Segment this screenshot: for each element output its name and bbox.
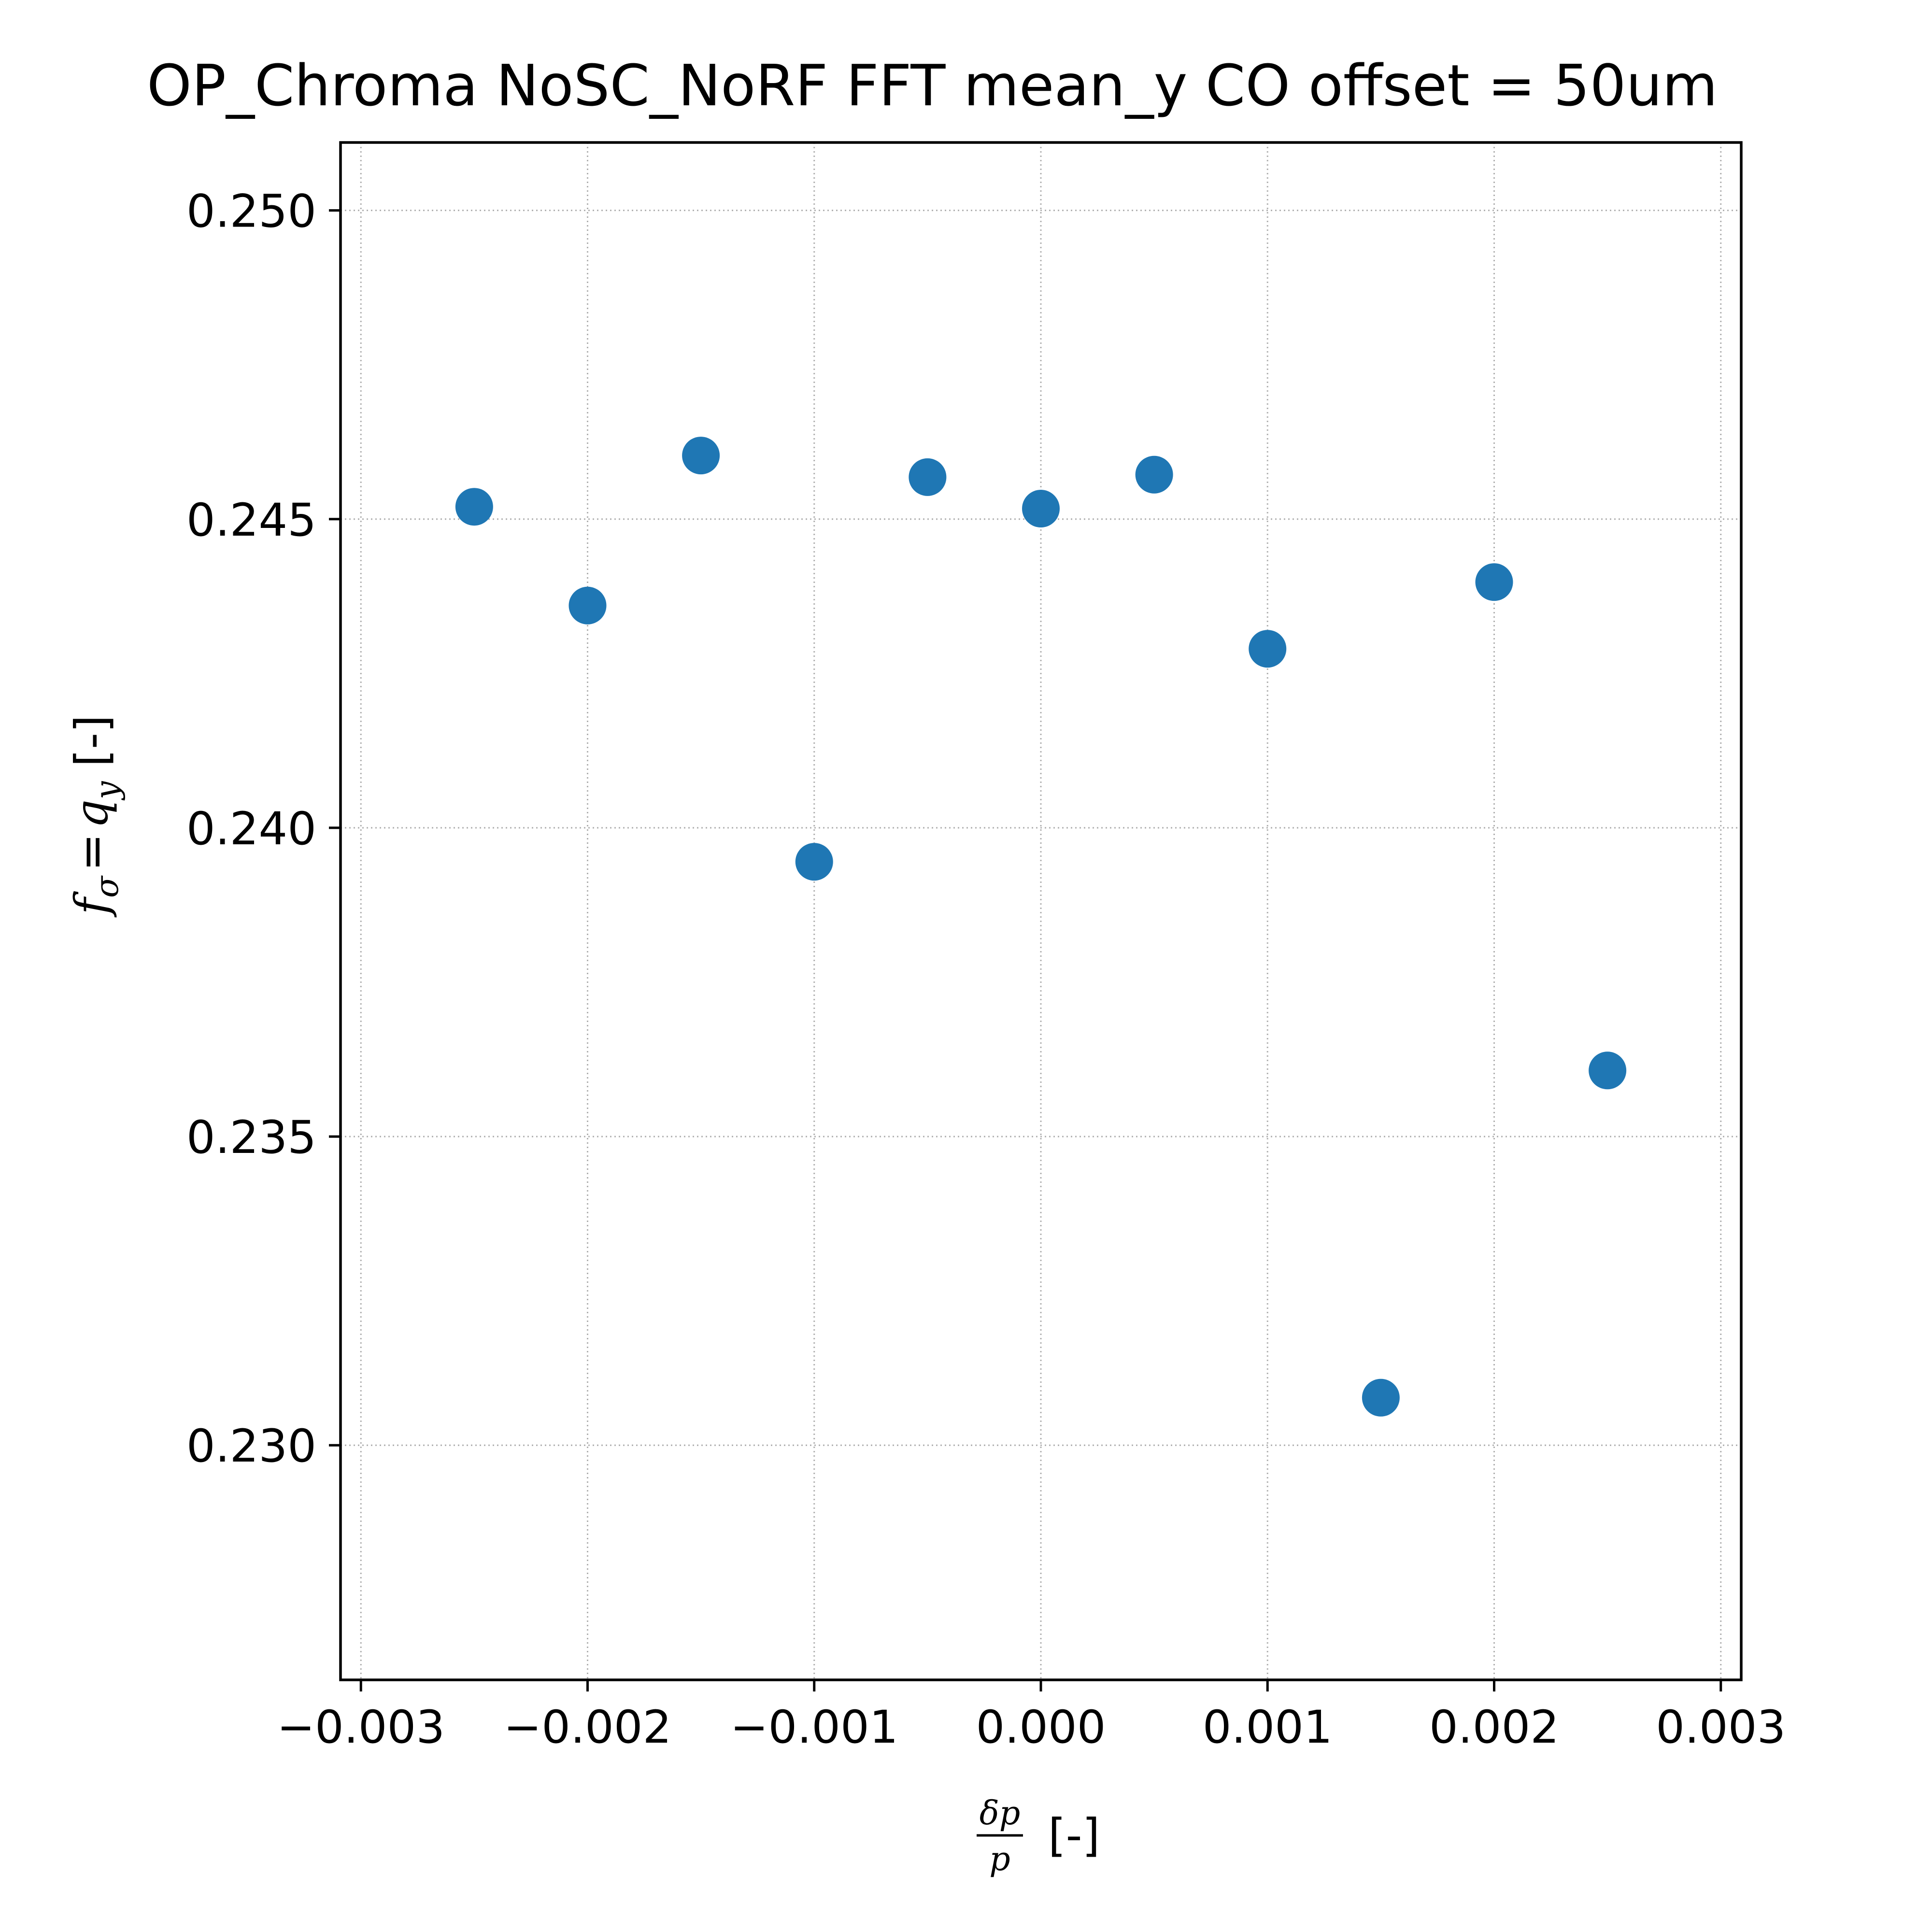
y-label-symbol-sub: σ: [88, 875, 126, 898]
data-point: [1022, 490, 1060, 528]
data-point: [568, 586, 607, 625]
data-point: [1135, 455, 1173, 494]
x-tick-label: −0.002: [504, 1701, 672, 1754]
data-point: [1589, 1051, 1627, 1090]
x-tick-label: −0.001: [730, 1701, 898, 1754]
x-axis-label: δp p [-]: [977, 1794, 1100, 1878]
data-point: [1475, 563, 1513, 601]
x-tick-label: 0.003: [1656, 1701, 1786, 1754]
y-axis-label: fσ=qy[-]: [66, 715, 126, 917]
y-label-equals: =: [66, 833, 118, 871]
y-label-unit: [-]: [66, 715, 118, 767]
y-tick-label: 0.230: [186, 1420, 316, 1473]
y-label-text: fσ=qy[-]: [66, 715, 126, 917]
data-point: [795, 843, 833, 881]
data-point: [682, 437, 720, 475]
y-tick-label: 0.250: [186, 185, 316, 238]
x-tick-label: 0.000: [976, 1701, 1106, 1754]
y-tick-label: 0.235: [186, 1111, 316, 1164]
chart-title: OP_Chroma NoSC_NoRF FFT mean_y CO offset…: [147, 52, 1718, 119]
x-label-numerator: δp: [980, 1794, 1020, 1833]
data-point: [455, 488, 493, 526]
x-label-denominator: p: [989, 1840, 1010, 1878]
y-label-symbol2-sub: y: [88, 781, 126, 801]
y-label-symbol2: q: [66, 799, 118, 828]
data-point: [1362, 1378, 1400, 1417]
axis-ticks: −0.003 −0.002 −0.001 0.000 0.001 0.002 0.003 0.…: [186, 185, 1786, 1754]
x-tick-label: −0.003: [277, 1701, 445, 1754]
x-label-unit: [-]: [1048, 1809, 1100, 1862]
data-point: [1249, 630, 1287, 668]
x-tick-label: 0.002: [1429, 1701, 1559, 1754]
y-tick-label: 0.240: [186, 803, 316, 855]
x-tick-label: 0.001: [1203, 1701, 1333, 1754]
y-tick-label: 0.245: [186, 494, 316, 547]
data-point: [909, 458, 947, 496]
data-points: [455, 437, 1627, 1417]
